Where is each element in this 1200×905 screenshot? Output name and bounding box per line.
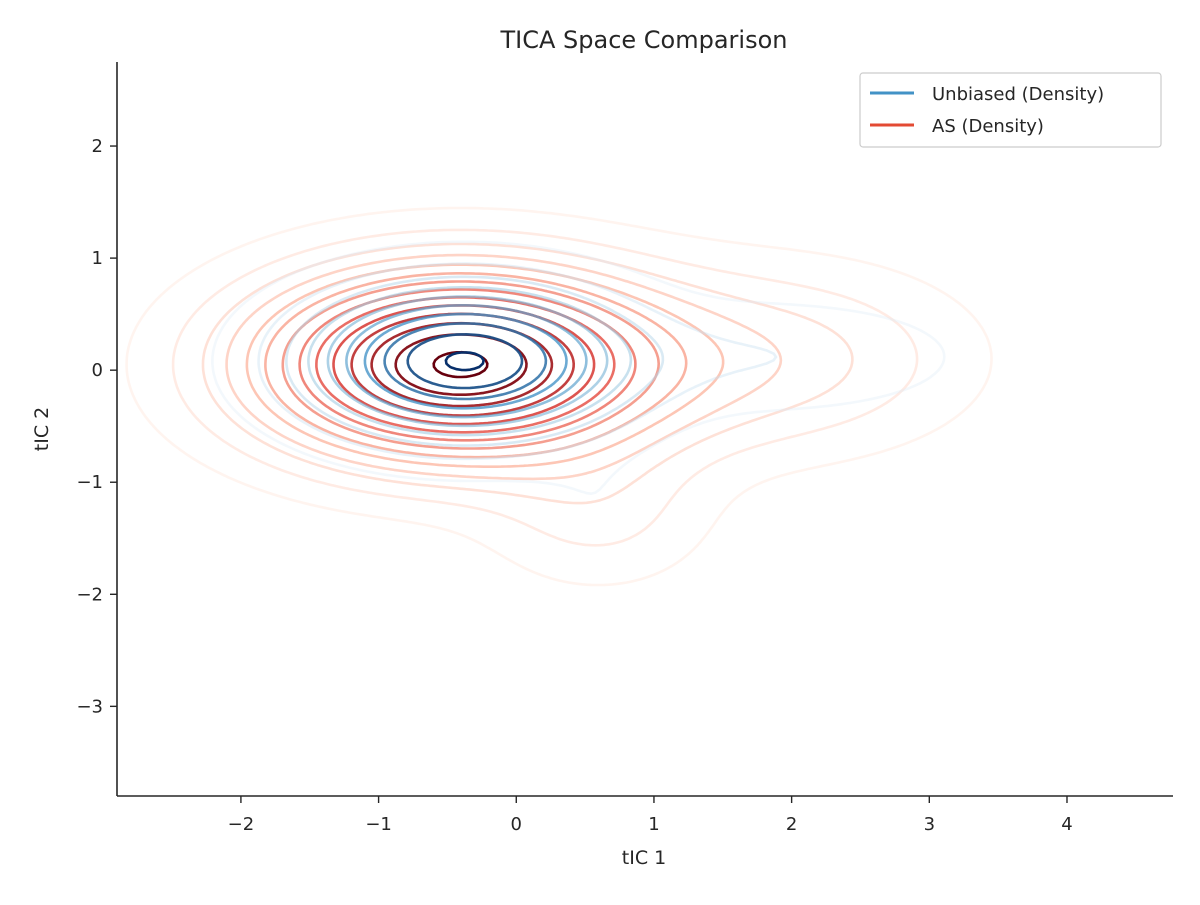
- contour-level: [281, 280, 660, 450]
- axes: −2 −1 0 1 2 3 4 −3 −2 −1 0 1 2: [76, 62, 1173, 835]
- contour-level: [257, 262, 778, 461]
- legend-label-unbiased: Unbiased (Density): [932, 84, 1104, 105]
- contour-level: [345, 304, 588, 419]
- chart-title: TICA Space Comparison: [499, 26, 787, 54]
- contour-level: [326, 295, 609, 428]
- y-axis-label: tIC 2: [31, 407, 53, 451]
- contour-level: [406, 333, 524, 390]
- contour-level: [201, 242, 854, 505]
- y-tick-label: 1: [92, 248, 103, 269]
- x-tick-label: −2: [228, 814, 255, 835]
- x-tick-label: 3: [924, 814, 935, 835]
- legend: Unbiased (Density) AS (Density): [859, 72, 1162, 148]
- contour-level: [285, 275, 665, 447]
- y-tick-label: −3: [76, 696, 103, 717]
- contour-level: [245, 263, 725, 468]
- contour-level: [211, 240, 946, 495]
- contour-level: [307, 286, 633, 437]
- x-tick-label: 4: [1061, 814, 1072, 835]
- y-tick-label: 0: [92, 360, 103, 381]
- contour-layer: [125, 206, 993, 587]
- contour-level: [125, 206, 993, 587]
- y-tick-label: −2: [76, 584, 103, 605]
- x-axis-label: tIC 1: [622, 847, 666, 869]
- x-tick-label: 1: [648, 814, 659, 835]
- contour-series-blues: [211, 240, 946, 495]
- contour-level: [264, 272, 688, 459]
- legend-label-as: AS (Density): [932, 116, 1044, 137]
- y-tick-label: 2: [92, 136, 103, 157]
- contour-level: [383, 322, 548, 401]
- contour-level: [225, 253, 783, 481]
- legend-box: [859, 72, 1162, 148]
- y-tick-label: −1: [76, 472, 103, 493]
- contour-level: [171, 228, 919, 547]
- contour-level: [363, 312, 568, 410]
- x-tick-label: −1: [365, 814, 392, 835]
- contour-level: [444, 351, 485, 372]
- x-tick-label: 0: [511, 814, 522, 835]
- x-tick-label: 2: [786, 814, 797, 835]
